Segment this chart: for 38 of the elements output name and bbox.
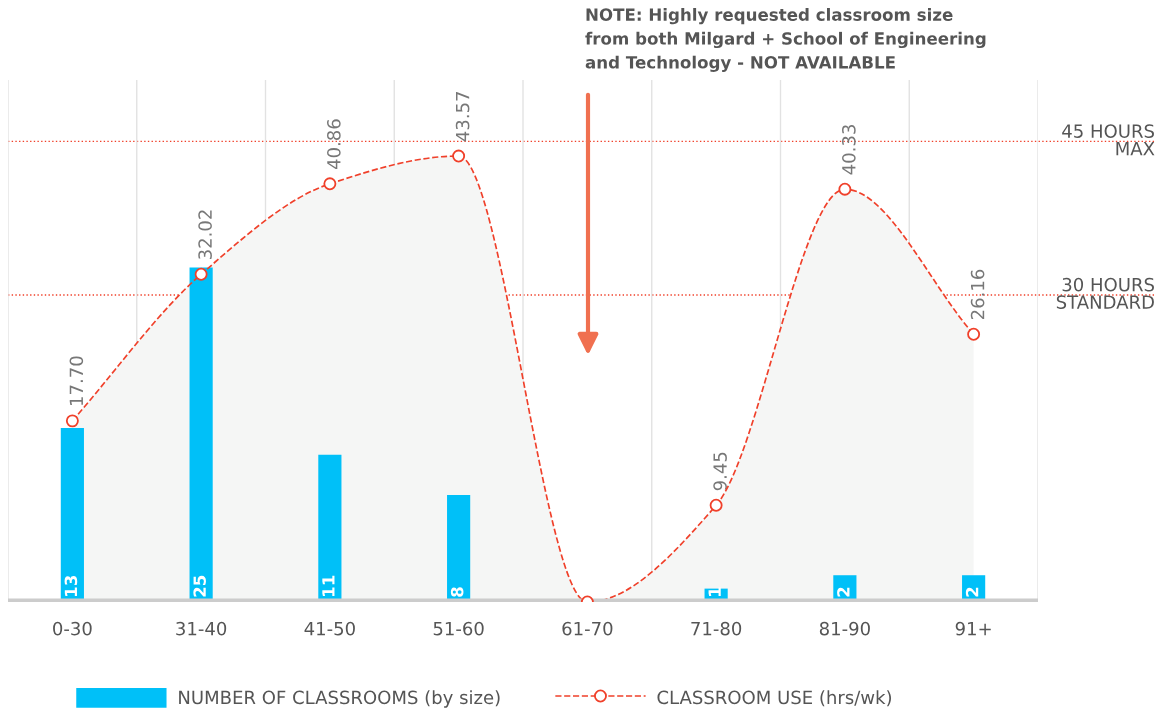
data-label: 17.70 (69, 356, 84, 405)
x-tick-label: 61-70 (562, 621, 613, 636)
point (709, 498, 723, 512)
x-tick-label: 91+ (955, 621, 991, 636)
data-label: 40.33 (842, 125, 856, 175)
data-label: 1 (708, 587, 721, 596)
x-tick-label: 81-90 (819, 621, 870, 636)
bar (318, 454, 342, 602)
data-label: 2 (837, 587, 850, 597)
point (967, 327, 981, 341)
ref-line-label: 45 HOURS MAX (1062, 124, 1155, 156)
data-label: 43.57 (455, 92, 470, 142)
legend-label: CLASSROOM USE (hrs/wk) (657, 690, 892, 707)
x-tick-label: 51-60 (433, 621, 484, 636)
legend-label: NUMBER OF CLASSROOMS (by size) (179, 690, 500, 708)
bar (447, 494, 471, 602)
data-label: 11 (322, 575, 335, 596)
point (65, 414, 79, 428)
x-tick-label: 41-50 (304, 621, 355, 636)
data-label: 32.02 (198, 210, 212, 259)
data-label: 9.45 (713, 452, 727, 491)
data-label: 8 (450, 587, 464, 597)
x-tick-label: 71-80 (691, 621, 742, 636)
data-label: 40.86 (327, 119, 341, 170)
x-tick-label: 31-40 (176, 621, 227, 636)
point (194, 267, 208, 281)
bar (189, 267, 213, 602)
data-label: 26.16 (970, 269, 985, 320)
point (452, 149, 466, 163)
text: NOTE: Highly requested classroom size from both Milgard + School of Engineering and Technology - NOT AVAILABLE (585, 8, 986, 72)
point (838, 182, 852, 196)
data-label: 13 (64, 575, 78, 596)
point (323, 177, 337, 191)
ref-line-label: 30 HOURS STANDARD (1056, 277, 1154, 309)
data-label: 25 (193, 575, 206, 597)
bar (60, 428, 84, 602)
data-label: 2 (965, 587, 979, 597)
x-tick-label: 0-30 (53, 621, 92, 636)
